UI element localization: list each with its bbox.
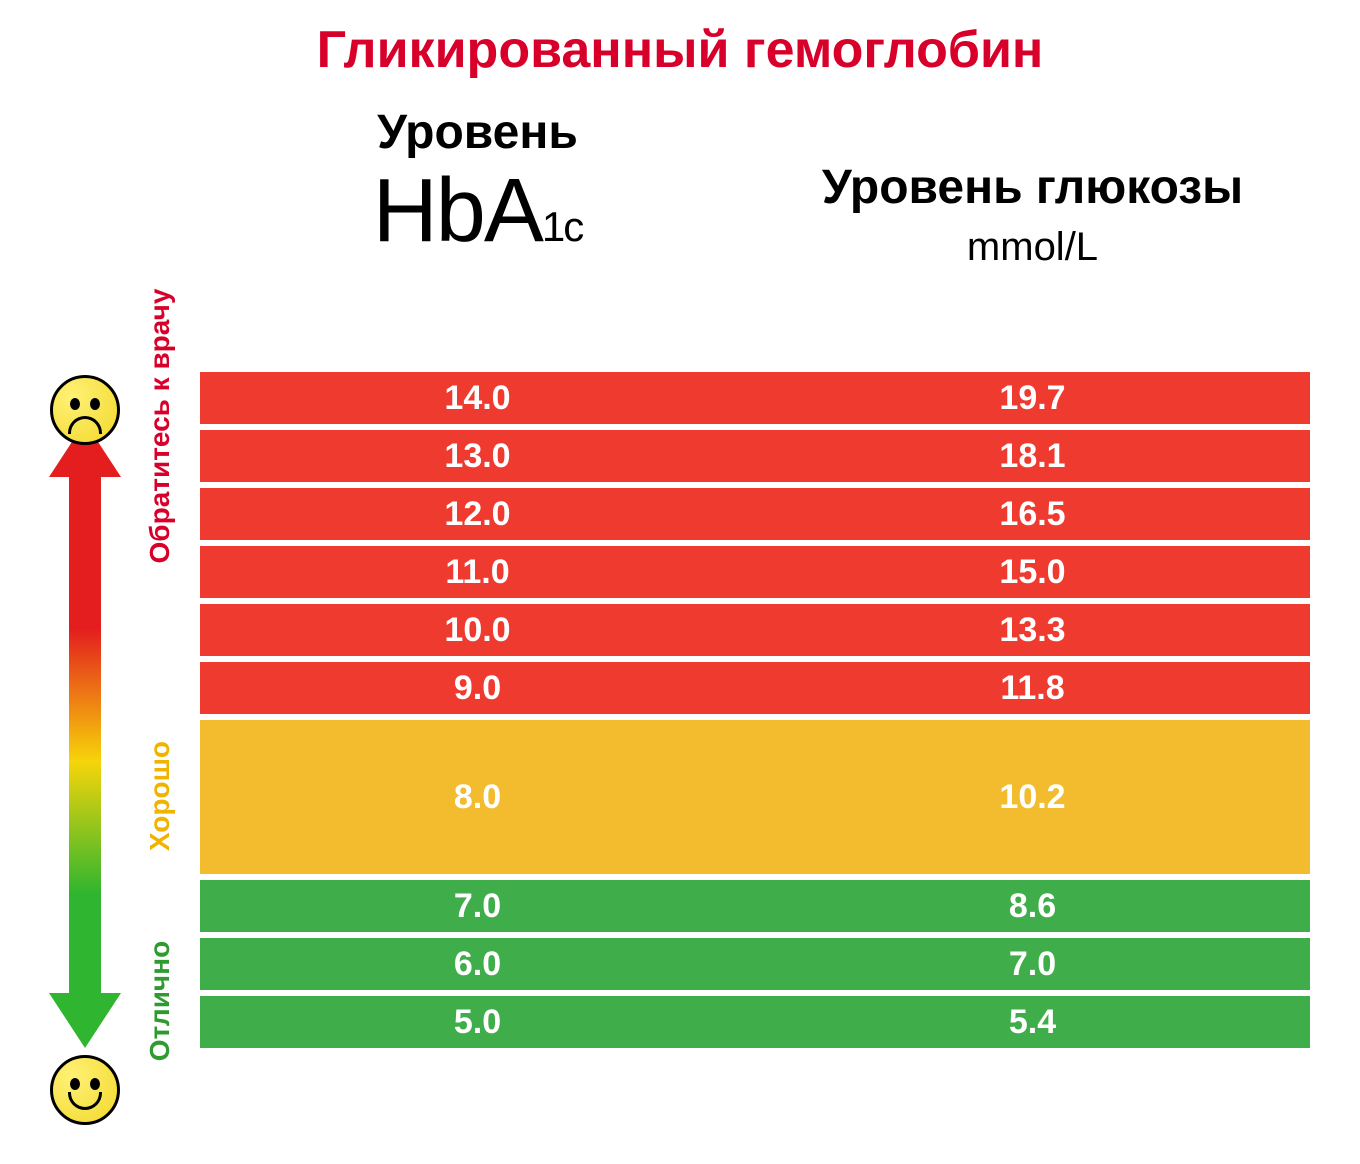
header-hba1c: Уровень HbA1c bbox=[200, 105, 755, 270]
cell-glucose: 13.3 bbox=[755, 604, 1310, 656]
header-hba1c-label: Уровень bbox=[200, 105, 755, 160]
header-glucose-label: Уровень глюкозы bbox=[755, 160, 1310, 215]
gradient-arrow bbox=[55, 430, 115, 1040]
table-row: 5.05.4 bbox=[200, 996, 1310, 1054]
cell-hba: 5.0 bbox=[200, 996, 755, 1048]
column-headers: Уровень HbA1c Уровень глюкозы mmol/L bbox=[200, 105, 1310, 270]
arrow-shaft bbox=[69, 470, 101, 1000]
cell-glucose: 7.0 bbox=[755, 938, 1310, 990]
table-row: 11.015.0 bbox=[200, 546, 1310, 604]
table-row: 8.010.2 bbox=[200, 720, 1310, 880]
cell-glucose: 5.4 bbox=[755, 996, 1310, 1048]
table-row: 10.013.3 bbox=[200, 604, 1310, 662]
header-glucose: Уровень глюкозы mmol/L bbox=[755, 105, 1310, 270]
cell-glucose: 19.7 bbox=[755, 372, 1310, 424]
table-row: 13.018.1 bbox=[200, 430, 1310, 488]
cell-glucose: 10.2 bbox=[755, 720, 1310, 874]
cell-glucose: 18.1 bbox=[755, 430, 1310, 482]
table-row: 12.016.5 bbox=[200, 488, 1310, 546]
arrow-down-icon bbox=[49, 993, 121, 1048]
cell-glucose: 8.6 bbox=[755, 880, 1310, 932]
cell-hba: 8.0 bbox=[200, 720, 755, 874]
cell-glucose: 11.8 bbox=[755, 662, 1310, 714]
cell-hba: 9.0 bbox=[200, 662, 755, 714]
table-row: 14.019.7 bbox=[200, 372, 1310, 430]
table-row: 7.08.6 bbox=[200, 880, 1310, 938]
hba-sub: 1c bbox=[542, 203, 582, 250]
cell-glucose: 16.5 bbox=[755, 488, 1310, 540]
cell-hba: 10.0 bbox=[200, 604, 755, 656]
cell-hba: 12.0 bbox=[200, 488, 755, 540]
cell-glucose: 15.0 bbox=[755, 546, 1310, 598]
band-label-bad: Обратитесь к врачу bbox=[144, 226, 176, 626]
sad-face-icon bbox=[50, 375, 120, 445]
cell-hba: 11.0 bbox=[200, 546, 755, 598]
page-title: Гликированный гемоглобин bbox=[0, 0, 1360, 80]
happy-face-icon bbox=[50, 1055, 120, 1125]
cell-hba: 6.0 bbox=[200, 938, 755, 990]
cell-hba: 7.0 bbox=[200, 880, 755, 932]
cell-hba: 13.0 bbox=[200, 430, 755, 482]
hba1c-table: 14.019.713.018.112.016.511.015.010.013.3… bbox=[200, 372, 1310, 1054]
header-glucose-unit: mmol/L bbox=[755, 225, 1310, 270]
hba-main: HbA bbox=[373, 161, 542, 261]
table-row: 9.011.8 bbox=[200, 662, 1310, 720]
table-row: 6.07.0 bbox=[200, 938, 1310, 996]
cell-hba: 14.0 bbox=[200, 372, 755, 424]
header-hba1c-symbol: HbA1c bbox=[200, 160, 755, 263]
band-label-great: Отлично bbox=[144, 851, 176, 1151]
